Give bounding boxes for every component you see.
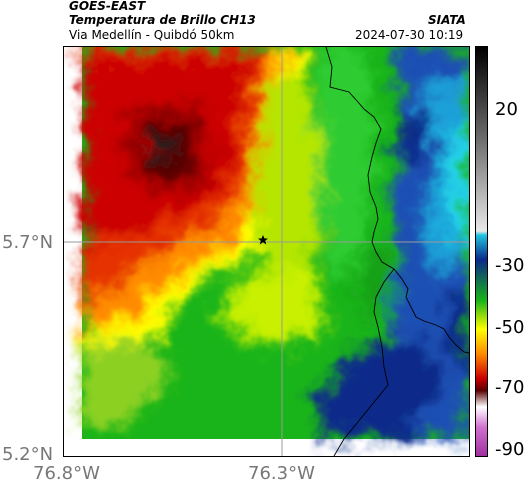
location-star-icon (258, 235, 268, 245)
map-raster (64, 47, 469, 456)
colorbar-gradient (476, 47, 487, 456)
timestamp-label: 2024-07-30 10:19 (355, 28, 464, 42)
satellite-name: GOES-EAST (69, 0, 146, 13)
product-title: Temperatura de Brillo CH13 (69, 13, 256, 27)
lon-label-76-8: 76.8°W (33, 463, 100, 484)
route-subtitle: Via Medellín - Quibdó 50km (69, 28, 235, 42)
admin-boundary (325, 47, 469, 354)
colorbar-tick-20: 20 (495, 99, 518, 120)
colorbar-tick-minus-70: -70 (495, 377, 525, 398)
source-label: SIATA (428, 13, 466, 27)
lat-label-5-2: 5.2°N (2, 444, 54, 465)
colorbar-tick-minus-30: -30 (495, 255, 525, 276)
brightness-temperature-map (63, 46, 470, 457)
temperature-colorbar (475, 46, 488, 457)
lon-label-76-3: 76.3°W (248, 463, 315, 484)
colorbar-tick-minus-50: -50 (495, 317, 525, 338)
lat-label-5-7: 5.7°N (2, 232, 54, 253)
admin-boundary (333, 268, 395, 456)
temperature-field (82, 47, 469, 439)
colorbar-tick-minus-90: -90 (495, 439, 525, 460)
